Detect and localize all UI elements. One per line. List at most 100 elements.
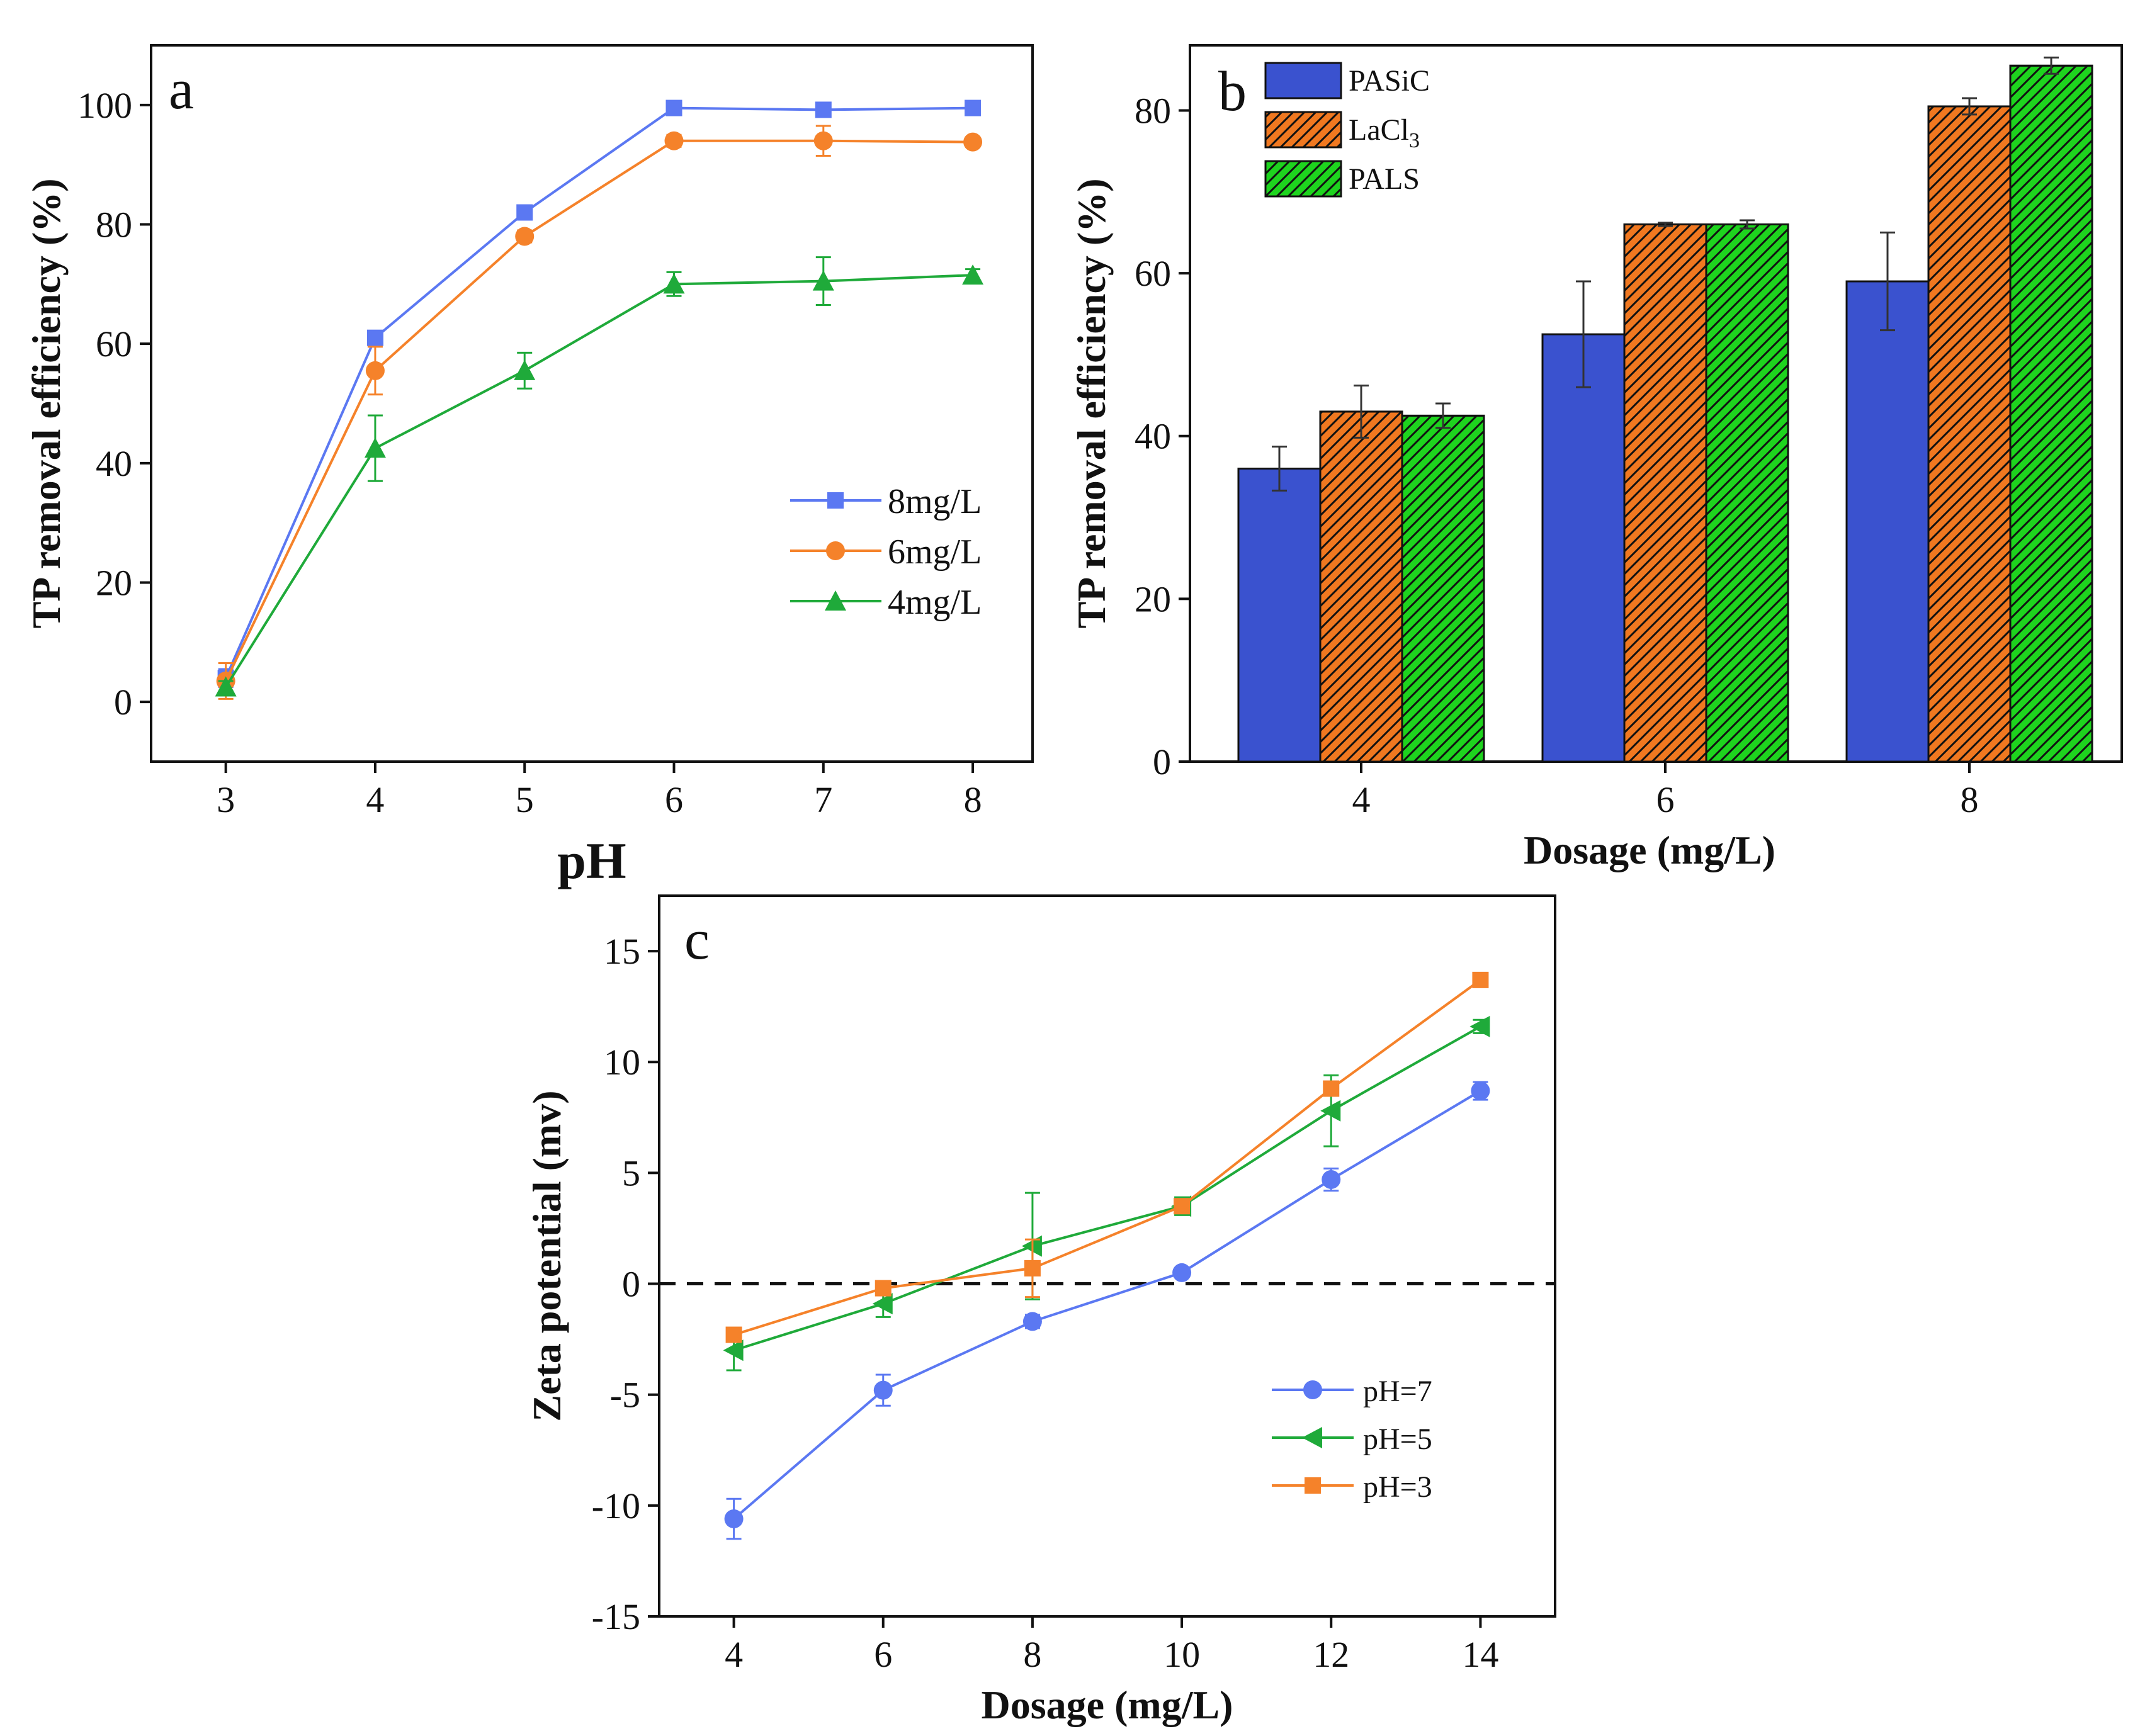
y-tick-label: -10	[592, 1485, 640, 1526]
y-tick-label: 0	[622, 1264, 640, 1305]
y-tick-label: 10	[604, 1042, 640, 1083]
x-tick-label: 8	[964, 779, 982, 820]
legend-swatch-hatch	[1264, 111, 1342, 149]
panel-label: c	[684, 909, 710, 971]
legend-swatch-hatch	[1264, 160, 1342, 198]
x-tick-label: 10	[1163, 1634, 1200, 1675]
data-point	[815, 101, 832, 118]
data-point	[813, 131, 833, 150]
y-tick-label: 40	[1135, 416, 1171, 457]
panel-c: -15 -10 -5 0 5 10 15 4 6 8 10 12 14 c Dosage (mg/L) Zet…	[524, 894, 1556, 1727]
data-point	[514, 359, 536, 380]
y-axis-label: TP removal efficiency (%)	[24, 178, 69, 628]
y-tick-label: 60	[96, 324, 132, 364]
y-tick-label: -5	[610, 1375, 640, 1416]
series-pH=5	[723, 1015, 1490, 1372]
series-line	[733, 1090, 1481, 1520]
legend-label: pH=3	[1363, 1470, 1432, 1504]
panel-a-plot-frame	[150, 44, 1034, 763]
panel-b: 0 20 40 60 80 4 6 8 b Dosage (mg/L) TP removal eff…	[1069, 44, 2123, 872]
data-point	[1024, 1260, 1041, 1277]
legend-item-LaCl3: LaCl3	[1264, 111, 1420, 152]
panel-a: 0 20 40 60 80 100 3 4 5 6 7 8 a pH TP removal efficien…	[24, 44, 1034, 889]
x-axis-label: pH	[557, 832, 626, 889]
x-tick-label: 6	[665, 779, 683, 820]
data-point	[665, 99, 682, 116]
data-point	[366, 329, 383, 346]
bar	[1845, 280, 1930, 763]
bar-hatch	[1319, 410, 1403, 763]
legend-item-PASiC: PASiC	[1264, 62, 1430, 99]
data-point	[1022, 1312, 1042, 1331]
data-point	[515, 227, 535, 246]
data-point	[724, 1509, 744, 1528]
series-PALS	[1401, 56, 2093, 763]
legend-marker	[1303, 1380, 1322, 1399]
data-point	[663, 273, 685, 294]
legend-item-4mg/L: 4mg/L	[790, 583, 982, 622]
y-tick-label: 0	[1153, 741, 1171, 782]
series-6mg/L	[216, 125, 983, 700]
series-line	[224, 106, 973, 679]
bar	[1237, 467, 1322, 763]
y-axis-label: TP removal efficiency (%)	[1069, 178, 1114, 628]
legend-marker	[825, 590, 846, 611]
x-tick-label: 8	[1023, 1634, 1041, 1675]
x-axis-label: Dosage (mg/L)	[1524, 828, 1775, 872]
legend-item-pH=3: pH=3	[1272, 1470, 1432, 1504]
data-point	[1172, 1263, 1192, 1282]
legend-marker	[826, 541, 845, 560]
x-tick-label: 5	[516, 779, 534, 820]
data-point	[963, 132, 983, 152]
x-tick-label: 3	[217, 779, 235, 820]
legend-marker	[827, 492, 844, 509]
series-line	[733, 1025, 1481, 1352]
panel-label: a	[169, 59, 194, 121]
y-tick-label: 100	[77, 85, 132, 126]
legend-item-pH=7: pH=7	[1272, 1375, 1432, 1408]
data-point	[1174, 1198, 1191, 1215]
y-axis-label: Zeta potential (mv)	[524, 1090, 569, 1421]
legend-label: 8mg/L	[888, 482, 982, 521]
data-point	[364, 437, 386, 458]
series-line	[224, 274, 973, 688]
series-4mg/L	[215, 256, 984, 697]
y-tick-label: -15	[592, 1596, 640, 1637]
data-point	[1323, 1080, 1340, 1097]
legend-label: 4mg/L	[888, 583, 982, 622]
y-tick-label: 5	[622, 1153, 640, 1193]
y-tick-label: 0	[114, 682, 132, 723]
data-point	[215, 676, 237, 697]
data-point	[1320, 1100, 1341, 1122]
data-point	[365, 361, 385, 380]
y-tick-label: 40	[96, 443, 132, 484]
legend-item-6mg/L: 6mg/L	[790, 533, 982, 572]
x-tick-label: 8	[1961, 779, 1979, 820]
data-point	[872, 1293, 893, 1315]
series-pH=7	[724, 1081, 1490, 1540]
legend-label: LaCl3	[1349, 113, 1420, 152]
bar-hatch	[1705, 223, 1789, 763]
bar-hatch	[1401, 414, 1485, 763]
series-LaCl3	[1319, 97, 2012, 763]
data-point	[1322, 1170, 1341, 1189]
data-point	[725, 1326, 742, 1343]
legend-item-pH=5: pH=5	[1272, 1423, 1432, 1456]
data-point	[873, 1380, 893, 1400]
series-pH=3	[725, 971, 1489, 1343]
legend-marker	[1305, 1477, 1321, 1494]
bar-hatch	[1927, 105, 2012, 763]
x-tick-label: 6	[874, 1634, 892, 1675]
x-tick-label: 12	[1313, 1634, 1349, 1675]
data-point	[1472, 971, 1489, 988]
x-tick-label: 4	[1352, 779, 1371, 820]
y-tick-label: 20	[1135, 578, 1171, 619]
series-line	[224, 139, 973, 682]
panel-label: b	[1218, 60, 1247, 123]
x-axis-label: Dosage (mg/L)	[982, 1682, 1233, 1727]
legend-label: PALS	[1349, 162, 1420, 196]
data-point	[875, 1280, 892, 1297]
data-point	[1469, 1015, 1490, 1037]
x-tick-label: 4	[366, 779, 384, 820]
